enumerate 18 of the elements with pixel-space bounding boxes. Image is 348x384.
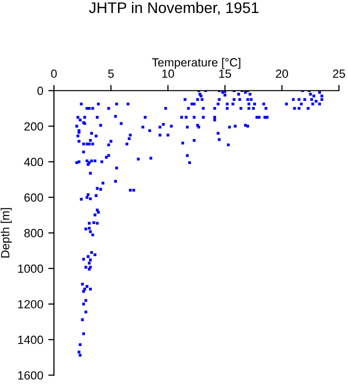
y-tick-label: 600 bbox=[24, 193, 44, 202]
y-tick-label: 400 bbox=[24, 158, 44, 166]
chart-title: JHTP in November, 1951 bbox=[89, 2, 258, 15]
y-tick-label: 1400 bbox=[18, 336, 44, 344]
y-tick-label: 1200 bbox=[18, 300, 44, 308]
y-axis-title: Depth [m] bbox=[0, 208, 12, 258]
y-tick-label: 1000 bbox=[18, 264, 44, 273]
x-tick-label: 10 bbox=[162, 70, 174, 78]
x-tick-label: 15 bbox=[219, 70, 232, 78]
x-tick-label: 5 bbox=[108, 70, 114, 78]
y-tick-label: 1600 bbox=[18, 371, 44, 380]
y-tick-label: 0 bbox=[37, 86, 44, 96]
y-tick-label: 200 bbox=[24, 122, 44, 131]
y-tick-label: 800 bbox=[24, 228, 44, 238]
x-tick-label: 25 bbox=[332, 70, 346, 78]
x-tick-label: 20 bbox=[276, 70, 288, 78]
x-tick-label: 0 bbox=[51, 70, 57, 78]
x-axis-title: Temperature [°C] bbox=[152, 58, 240, 69]
